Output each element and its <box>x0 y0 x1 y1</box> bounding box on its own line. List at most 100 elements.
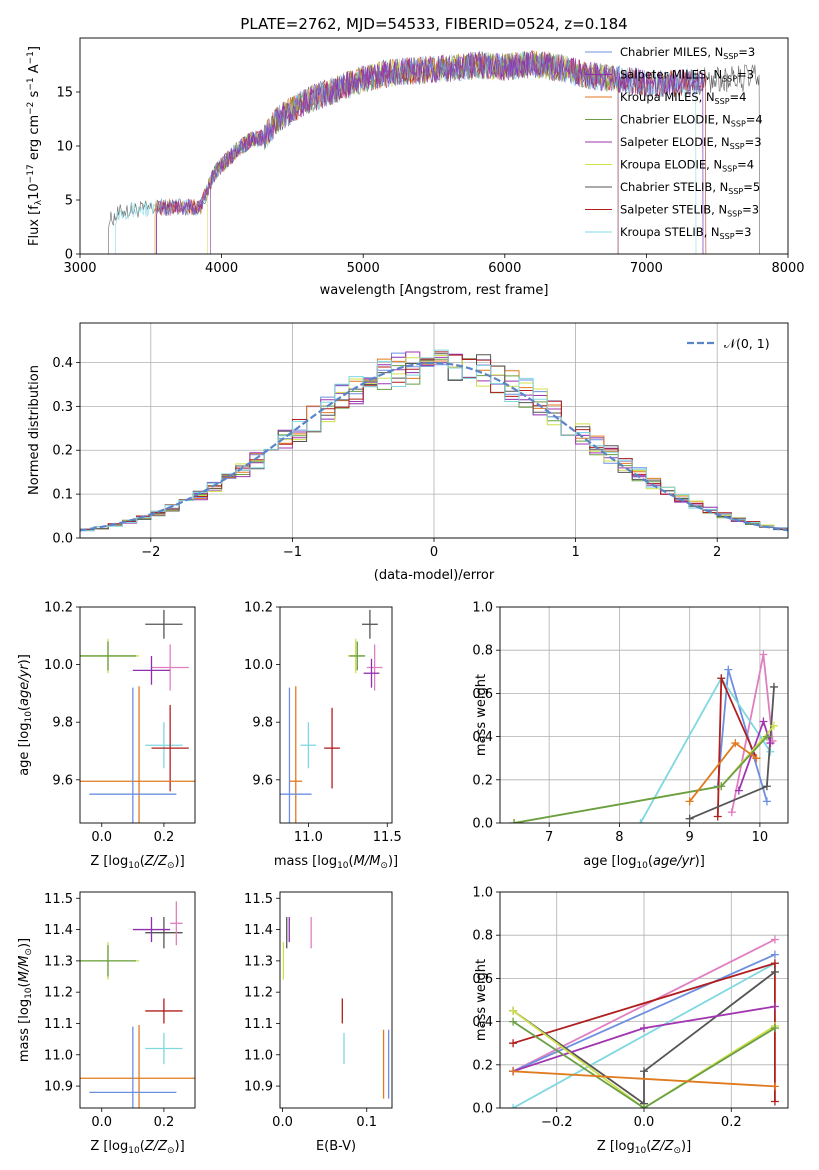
y-tick-label: 5 <box>65 194 73 209</box>
weight-marker <box>766 739 775 748</box>
y-tick-label: 10.2 <box>244 601 273 616</box>
y-tick-label: 11.1 <box>244 1017 273 1032</box>
weight-marker <box>509 1006 518 1015</box>
x-tick-label: 0.2 <box>721 1115 742 1130</box>
y-tick-label: 11.0 <box>44 1048 73 1063</box>
y-tick-label: 0.4 <box>472 1015 493 1030</box>
axes-frame <box>79 322 789 539</box>
x-tick-label: −1 <box>283 545 302 560</box>
axes-frame <box>79 606 196 824</box>
y-tick-label: 0.8 <box>472 644 493 659</box>
spectrum-series <box>156 50 704 254</box>
weight-marker <box>770 1082 779 1091</box>
x-tick-label: 2 <box>713 545 721 560</box>
legend-label: Salpeter ELODIE, NSSP=3 <box>620 135 762 151</box>
y-tick-label: 11.2 <box>244 986 273 1001</box>
y-tick-label: 0.0 <box>472 1102 493 1117</box>
weight-marker <box>713 812 722 821</box>
y-tick-label: 11.5 <box>44 892 73 907</box>
x-tick-label: 9 <box>686 830 694 845</box>
weight-marker <box>752 754 761 763</box>
weight-marker <box>769 721 778 730</box>
x-axis-label: wavelength [Angstrom, rest frame] <box>320 283 549 298</box>
legend-label: Salpeter STELIB, NSSP=3 <box>620 203 759 219</box>
weight-series <box>512 953 776 1073</box>
weight-marker <box>636 819 645 823</box>
weight-marker <box>509 1017 518 1026</box>
legend-label: Kroupa STELIB, NSSP=3 <box>620 225 751 241</box>
massweight_vs_age-panel: 7 8 9 10 0.0 0.2 0.4 0.6 0.8 1.0 age [log10(age/yr… <box>472 601 789 871</box>
weight-marker <box>717 782 726 791</box>
weight-series <box>513 1070 775 1088</box>
x-tick-label: 4000 <box>205 261 238 276</box>
y-tick-label: 11.0 <box>244 1048 273 1063</box>
x-tick-label: 8 <box>615 830 623 845</box>
y-tick-label: 11.2 <box>44 986 73 1001</box>
x-axis-label: age [log10(age/yr)] <box>583 854 705 871</box>
y-tick-label: 0.8 <box>472 929 493 944</box>
y-axis-label: mass weight <box>474 674 489 756</box>
x-axis-label: E(B-V) <box>316 1139 356 1154</box>
weight-marker <box>509 1104 518 1108</box>
weight-marker <box>509 1067 518 1076</box>
legend-label: Kroupa MILES, NSSP=4 <box>620 90 746 106</box>
figure-title: PLATE=2762, MJD=54533, FIBERID=0524, z=0… <box>240 15 627 33</box>
x-tick-label: 10 <box>752 830 769 845</box>
y-tick-label: 0.1 <box>52 488 73 503</box>
y-tick-label: 0.6 <box>472 687 493 702</box>
y-tick-label: 10.9 <box>44 1080 73 1095</box>
weight-marker <box>770 967 779 976</box>
weight-marker <box>759 650 768 659</box>
error-bars <box>80 901 195 1108</box>
y-axis-label: age [log10(age/yr)] <box>17 654 34 776</box>
y-tick-label: 9.6 <box>52 773 73 788</box>
y-tick-label: 11.3 <box>244 954 273 969</box>
weight-marker <box>770 1002 779 1011</box>
x-tick-label: 7000 <box>630 261 663 276</box>
axes-frame <box>79 891 196 1109</box>
x-axis-label: Z [log10(Z/Z⊙)] <box>90 1139 184 1156</box>
error-bars <box>80 609 195 823</box>
y-tick-label: 10.0 <box>244 658 273 673</box>
legend-label: Kroupa ELODIE, NSSP=4 <box>620 158 754 174</box>
y-tick-label: 1.0 <box>472 601 493 616</box>
y-tick-label: 10.2 <box>44 601 73 616</box>
weight-marker <box>640 1067 648 1076</box>
y-tick-label: 0.0 <box>472 817 493 832</box>
histogram-series <box>80 349 788 533</box>
legend-label: Chabrier ELODIE, NSSP=4 <box>620 113 763 129</box>
x-axis-label: Z [log10(Z/Z⊙)] <box>90 854 184 871</box>
x-tick-label: −0.2 <box>541 1115 573 1130</box>
x-tick-label: 7 <box>545 830 553 845</box>
x-tick-label: 11.5 <box>373 830 402 845</box>
weight-marker <box>769 682 778 691</box>
y-tick-label: 1.0 <box>472 886 493 901</box>
x-tick-label: 0 <box>430 545 438 560</box>
weight-marker <box>640 1104 648 1108</box>
x-tick-label: 3000 <box>63 261 96 276</box>
y-tick-label: 0.2 <box>472 1058 493 1073</box>
weight-marker <box>685 814 694 823</box>
weight-marker <box>762 782 771 791</box>
y-tick-label: 10.9 <box>244 1080 273 1095</box>
y-tick-label: 11.1 <box>44 1017 73 1032</box>
x-tick-label: 8000 <box>771 261 804 276</box>
weight-series <box>512 1010 776 1108</box>
weight-series <box>512 962 776 1108</box>
residual-panel: −2 −1 0 1 2 0.0 0.1 0.2 0.3 0.4 𝒩(0, 1) (data-model… <box>27 322 789 583</box>
massweight_vs_Z-panel: −0.2 0.0 0.2 0.0 0.2 0.4 0.6 0.8 1.0 Z [log10(Z/Z… <box>472 886 789 1156</box>
histograms <box>80 349 788 533</box>
y-axis-label: mass weight <box>474 959 489 1041</box>
weight-marker <box>727 808 736 817</box>
y-tick-label: 0.4 <box>52 356 73 371</box>
x-tick-label: 11.0 <box>294 830 323 845</box>
y-tick-label: 11.3 <box>44 954 73 969</box>
y-tick-label: 0.3 <box>52 400 73 415</box>
spectrum-panel: 3000 4000 5000 6000 7000 8000 0 5 10 15 Chabrier M… <box>26 37 805 298</box>
y-tick-label: 11.4 <box>244 923 273 938</box>
weight-marker <box>510 819 519 823</box>
weight-lines <box>510 650 778 823</box>
y-tick-label: 10 <box>56 140 73 155</box>
weight-series <box>512 971 776 1106</box>
y-tick-label: 9.6 <box>252 773 273 788</box>
